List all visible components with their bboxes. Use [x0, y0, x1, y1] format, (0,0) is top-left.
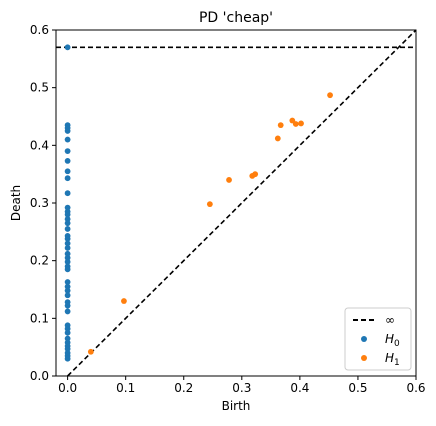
y-tick-label: 0.6 — [30, 23, 49, 37]
h0-point — [64, 283, 71, 290]
x-tick-label: 0.4 — [290, 381, 309, 395]
h1-point — [121, 298, 127, 304]
x-tick-label: 0.1 — [116, 381, 135, 395]
y-tick-label: 0.2 — [30, 254, 49, 268]
h0-point — [64, 158, 71, 164]
h0-point — [64, 128, 71, 134]
h0-point — [64, 292, 71, 299]
h0-point — [64, 287, 71, 294]
h1-point — [327, 92, 333, 99]
x-tick-label: 0.6 — [406, 381, 425, 395]
legend-h0-label: H0 — [385, 332, 400, 349]
h1-point — [274, 135, 281, 142]
h0-point — [64, 355, 71, 362]
h0-point — [64, 325, 71, 332]
legend-box — [344, 307, 412, 371]
h0-point — [64, 168, 71, 175]
y-tick-label: 0.3 — [30, 196, 49, 210]
legend-h0-marker — [361, 336, 367, 342]
h0-point — [64, 44, 71, 51]
h0-point — [64, 235, 71, 242]
h1-point — [298, 120, 304, 127]
h0-point — [64, 148, 71, 155]
legend-h1-subscript: 1 — [394, 358, 400, 368]
h0-point — [64, 258, 71, 265]
h1-point — [87, 348, 94, 355]
h0-point — [64, 216, 71, 223]
h1-point — [206, 201, 213, 208]
h0-point — [64, 220, 71, 227]
legend-infinity-label: ∞ — [385, 313, 395, 327]
h0-point — [64, 240, 71, 247]
x-tick-label: 0.5 — [348, 381, 367, 395]
legend-h0-subscript: 0 — [394, 339, 400, 349]
diagonal-line — [67, 29, 417, 377]
h0-point — [64, 175, 71, 182]
h0-point — [64, 335, 71, 342]
chart-title: PD 'cheap' — [199, 10, 273, 26]
h0-point — [64, 204, 71, 211]
legend: ∞ H0 H1 — [344, 307, 412, 371]
h1-point — [252, 171, 259, 178]
h1-point — [226, 177, 232, 183]
h1-point — [292, 121, 299, 127]
h0-point — [64, 302, 71, 309]
y-axis-label: Death — [9, 185, 23, 221]
y-tick-label: 0.0 — [30, 369, 49, 383]
y-tick-label: 0.1 — [30, 311, 49, 325]
x-axis-label: Birth — [222, 399, 251, 413]
legend-h1-marker — [361, 355, 367, 361]
x-tick-label: 0.0 — [58, 381, 77, 395]
h0-point — [64, 254, 71, 261]
h0-point — [64, 136, 71, 143]
h0-point — [64, 266, 71, 273]
plot-layer — [56, 29, 417, 377]
y-tick-label: 0.4 — [30, 138, 49, 152]
h0-point — [64, 345, 71, 352]
legend-h1-label: H1 — [385, 351, 400, 368]
h0-point — [64, 250, 71, 257]
h0-point — [64, 211, 71, 218]
h0-point — [64, 308, 71, 315]
y-tick-label: 0.5 — [30, 81, 49, 95]
h0-point — [64, 226, 71, 232]
legend-h0-main: H — [385, 332, 394, 346]
axes-layer: 0.0 0.1 0.2 0.3 0.4 0.5 0.6 0.0 0.1 0.2 0.3 0.4 0.5 0… — [30, 23, 426, 395]
h0-point — [64, 245, 71, 251]
x-tick-label: 0.3 — [232, 381, 251, 395]
h0-point — [64, 279, 71, 285]
legend-h1-main: H — [385, 351, 394, 365]
h1-point — [277, 122, 284, 129]
x-tick-label: 0.2 — [174, 381, 193, 395]
h0-point — [64, 190, 71, 197]
h0-point — [64, 329, 71, 336]
